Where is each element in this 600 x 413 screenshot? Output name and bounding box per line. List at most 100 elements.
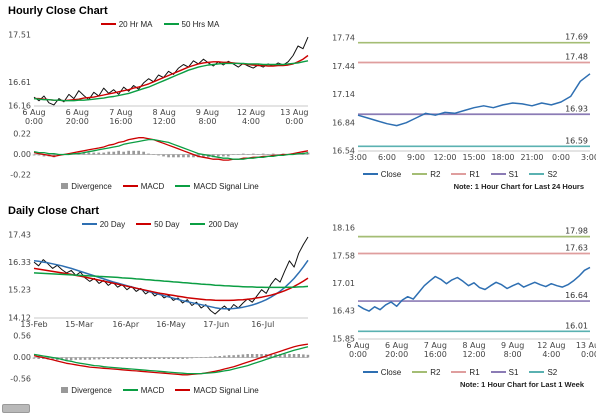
legend-label: MACD: [140, 181, 165, 191]
daily-price-legend: 20 Day 50 Day 200 Day: [0, 218, 320, 230]
svg-text:17.63: 17.63: [565, 243, 588, 252]
svg-text:0.00: 0.00: [13, 353, 31, 362]
legend-item-r1: R1: [451, 169, 480, 179]
legend-label: R2: [430, 169, 441, 179]
hourly-chart-title: Hourly Close Chart: [8, 5, 108, 17]
weekly-sr-legend: Close R2 R1 S1 S2: [320, 366, 600, 378]
legend-item-s2: S2: [529, 170, 557, 179]
legend-label: 50 Day: [154, 219, 180, 229]
legend-item-s2: S2: [529, 368, 557, 377]
svg-text:17.48: 17.48: [565, 52, 588, 61]
svg-text:14.12: 14.12: [8, 314, 31, 323]
r1-swatch-icon: [451, 371, 467, 373]
svg-text:9:00: 9:00: [407, 153, 425, 162]
daily-macd-legend: Divergence MACD MACD Signal Line: [0, 384, 320, 396]
close-swatch-icon: [362, 173, 378, 175]
svg-text:17.58: 17.58: [332, 251, 355, 260]
svg-text:13-Feb: 13-Feb: [20, 320, 47, 329]
legend-item-macd-signal-line: MACD Signal Line: [175, 181, 259, 191]
legend-label: R2: [430, 367, 441, 377]
legend-item-50-hrs-ma: 50 Hrs MA: [163, 20, 219, 29]
daily-price-chart: 17.43 16.33 15.23 14.12 13-Feb 15-Mar 16-Apr 16…: [4, 230, 320, 332]
hourly-sr-chart: 17.74 17.44 17.14 16.84 16.54 17.69 17.48 16.93…: [324, 26, 600, 168]
r1-swatch-icon: [451, 173, 467, 175]
legend-item-200-day: 200 Day: [190, 220, 238, 229]
svg-text:17.51: 17.51: [8, 31, 31, 40]
50-hrs-ma-swatch-icon: [163, 23, 179, 25]
svg-text:16-Apr: 16-Apr: [112, 320, 139, 329]
legend-item-macd-signal-line: MACD Signal Line: [175, 385, 259, 395]
svg-text:16.93: 16.93: [565, 104, 588, 113]
hourly-price-legend: 20 Hr MA 50 Hrs MA: [0, 18, 320, 30]
legend-label: MACD Signal Line: [193, 181, 259, 191]
svg-text:15:00: 15:00: [462, 153, 485, 162]
hourly-panel: Hourly Close Chart 20 Hr MA 50 Hrs MA 17.…: [0, 0, 320, 200]
macd-signal-line-swatch-icon: [175, 185, 191, 187]
legend-label: S1: [508, 169, 519, 179]
s1-swatch-icon: [490, 371, 506, 373]
divergence-swatch-icon: [61, 183, 69, 189]
s2-swatch-icon: [529, 371, 545, 373]
svg-text:0.56: 0.56: [13, 332, 31, 341]
svg-text:16.54: 16.54: [332, 147, 355, 156]
svg-text:15.23: 15.23: [8, 286, 31, 295]
legend-label: MACD: [140, 385, 165, 395]
200-day-swatch-icon: [190, 223, 206, 225]
svg-text:17.74: 17.74: [332, 34, 355, 43]
svg-text:17.14: 17.14: [332, 90, 355, 99]
macd-signal-line-swatch-icon: [175, 389, 191, 391]
svg-text:16.64: 16.64: [565, 291, 588, 300]
svg-text:18:00: 18:00: [491, 153, 514, 162]
svg-text:21:00: 21:00: [520, 153, 543, 162]
svg-text:12:00: 12:00: [433, 153, 456, 162]
legend-label: S1: [508, 367, 519, 377]
legend-label: Divergence: [71, 181, 112, 191]
svg-text:16-Jul: 16-Jul: [251, 320, 274, 329]
svg-text:16.01: 16.01: [565, 321, 588, 330]
svg-text:15.85: 15.85: [332, 335, 355, 344]
legend-label: MACD Signal Line: [193, 385, 259, 395]
svg-text:17.69: 17.69: [565, 33, 588, 42]
legend-item-50-day: 50 Day: [136, 220, 179, 229]
legend-item-divergence: Divergence: [61, 386, 112, 395]
legend-item-divergence: Divergence: [61, 181, 112, 191]
svg-text:16.43: 16.43: [332, 307, 355, 316]
hourly-price-chart: 17.51 16.61 16.16 6 Aug 0:00 6 Aug 20:00 7 Aug 1…: [4, 30, 320, 130]
svg-text:18.16: 18.16: [332, 224, 355, 233]
legend-label: R1: [469, 367, 480, 377]
r2-swatch-icon: [412, 173, 428, 175]
daily-chart-title: Daily Close Chart: [8, 205, 100, 217]
svg-text:17.44: 17.44: [332, 62, 355, 71]
svg-text:16.59: 16.59: [565, 136, 588, 145]
legend-item-macd: MACD: [122, 385, 165, 395]
hourly-macd-chart: 0.22 0.00 -0.22: [4, 130, 320, 180]
svg-text:16.33: 16.33: [8, 258, 31, 267]
svg-text:17.98: 17.98: [565, 227, 588, 236]
svg-text:-0.22: -0.22: [10, 171, 31, 180]
legend-item-s1: S1: [490, 367, 519, 377]
legend-label: Close: [380, 169, 402, 179]
hourly-sr-note: Note: 1 Hour Chart for Last 24 Hours: [453, 182, 584, 191]
daily-panel: Daily Close Chart 20 Day 50 Day 200 Day 17…: [0, 200, 320, 413]
weekly-sr-note: Note: 1 Hour Chart for Last 1 Week: [459, 380, 584, 389]
scrollbar-fragment[interactable]: [2, 404, 30, 413]
svg-text:0:00: 0:00: [552, 153, 570, 162]
svg-text:17-Jun: 17-Jun: [203, 320, 229, 329]
svg-text:16.16: 16.16: [8, 102, 31, 111]
svg-text:3:00: 3:00: [349, 153, 367, 162]
legend-label: R1: [469, 169, 480, 179]
svg-text:17.01: 17.01: [332, 279, 355, 288]
